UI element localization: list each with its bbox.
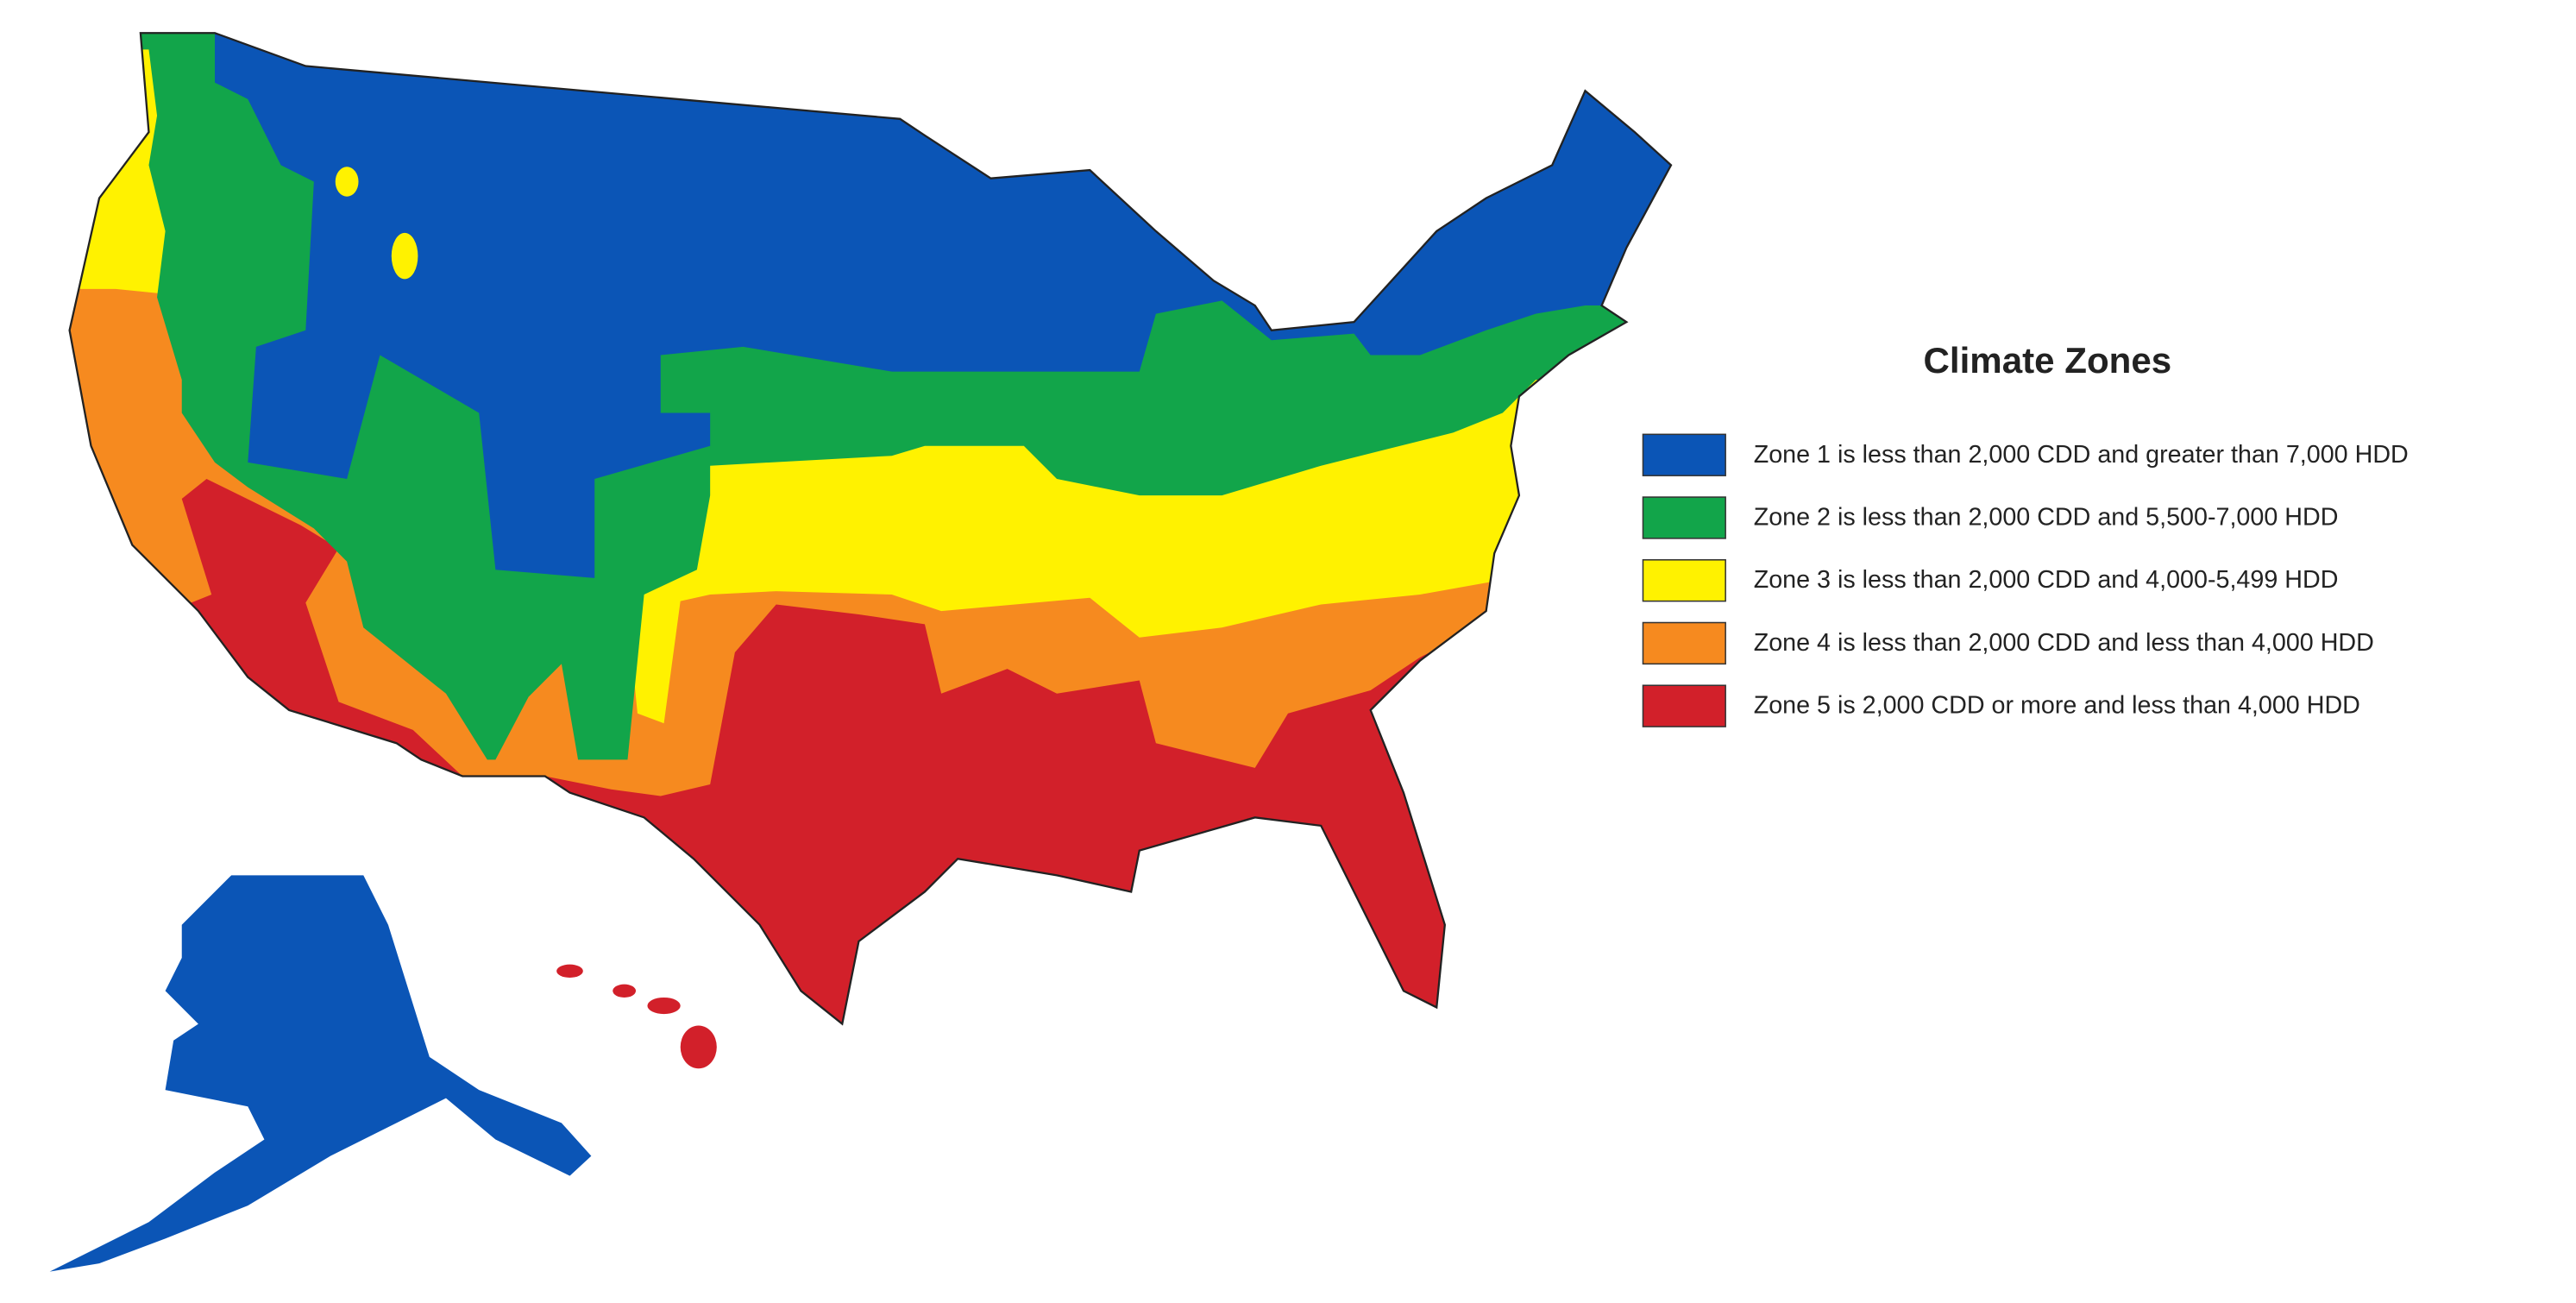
island [613, 984, 637, 998]
legend-swatch [1642, 621, 1726, 665]
legend-label: Zone 5 is 2,000 CDD or more and less tha… [1754, 692, 2360, 720]
legend-label: Zone 2 is less than 2,000 CDD and 5,500-… [1754, 504, 2339, 532]
alaska [49, 875, 592, 1272]
island [556, 964, 583, 978]
island [647, 997, 681, 1015]
legend-swatch [1642, 496, 1726, 539]
hawaii [556, 964, 717, 1069]
legend-label: Zone 1 is less than 2,000 CDD and greate… [1754, 441, 2409, 469]
legend-label: Zone 4 is less than 2,000 CDD and less t… [1754, 629, 2374, 657]
zone-region [335, 167, 359, 197]
zone-region [391, 232, 418, 280]
legend: Zone 1 is less than 2,000 CDD and greate… [1642, 433, 2409, 727]
legend-swatch [1642, 559, 1726, 602]
legend-swatch [1642, 684, 1726, 727]
legend-label: Zone 3 is less than 2,000 CDD and 4,000-… [1754, 566, 2339, 594]
legend-swatch [1642, 433, 1726, 476]
island [680, 1025, 717, 1069]
legend-title: Climate Zones [1923, 340, 2171, 381]
